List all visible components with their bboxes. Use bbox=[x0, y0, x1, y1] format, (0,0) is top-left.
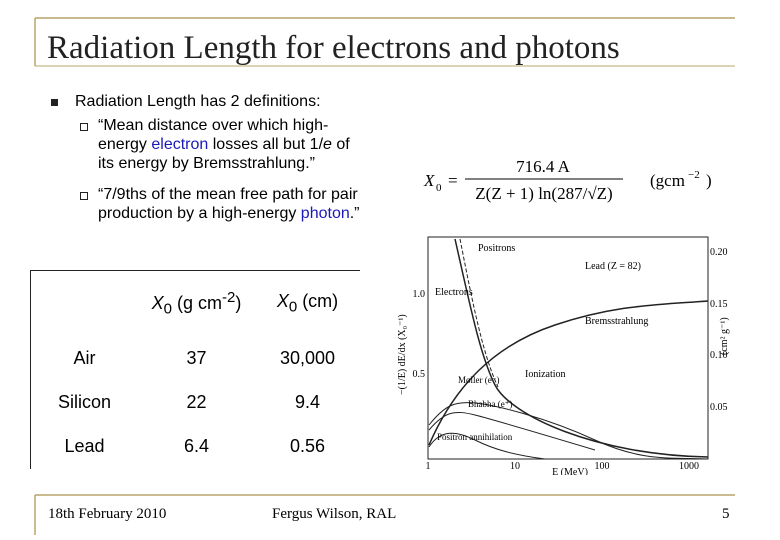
text: 0 bbox=[288, 298, 298, 316]
cell: 22 bbox=[186, 392, 207, 412]
figure-label: Bhabha (e⁺) bbox=[468, 399, 512, 409]
figure-label: Electrons bbox=[435, 287, 473, 298]
figure-label: 0.5 bbox=[413, 369, 426, 380]
curve bbox=[428, 300, 709, 446]
cell: 9.4 bbox=[294, 392, 321, 412]
curve bbox=[428, 412, 596, 451]
text: “Mean distance over which high-energy bbox=[98, 117, 329, 153]
text: -2 bbox=[222, 288, 236, 306]
curve bbox=[454, 238, 709, 458]
figure-label: E (MeV) bbox=[552, 467, 588, 475]
curve bbox=[428, 402, 709, 460]
figure-label: (cm² g⁻¹) bbox=[719, 317, 730, 355]
figure-label: Møller (e⁻) bbox=[458, 375, 499, 385]
figure-label: 1000 bbox=[679, 461, 699, 472]
curve bbox=[428, 432, 546, 460]
sub-bullet bbox=[80, 123, 88, 131]
figure-label: Positrons bbox=[478, 243, 515, 254]
figure-label: 0.20 bbox=[710, 247, 728, 258]
footer-author: Fergus Wilson, RAL bbox=[272, 506, 397, 522]
cell: 37 bbox=[186, 347, 207, 368]
text: .” bbox=[349, 205, 360, 222]
cell: Air bbox=[30, 335, 138, 381]
text: (gcm bbox=[650, 171, 685, 190]
plot-frame bbox=[427, 236, 709, 460]
text: −2 bbox=[688, 169, 700, 181]
figure-label: Ionization bbox=[525, 369, 566, 380]
text: photon bbox=[300, 205, 350, 222]
text: Z(Z + 1) ln(287/√Z) bbox=[475, 184, 612, 203]
text: e bbox=[323, 136, 332, 153]
figure-label: 100 bbox=[595, 461, 610, 472]
text: electron bbox=[151, 136, 209, 153]
cell: 30,000 bbox=[279, 347, 336, 368]
text: (g cm bbox=[172, 292, 223, 313]
cell: Lead bbox=[30, 424, 138, 469]
table: X0 (g cm-2) X0 (cm) Air 37 30,000 Silicon 22… bbox=[30, 270, 360, 469]
figure-label: −(1/E) dE/dx (X₀⁻¹) bbox=[397, 314, 408, 395]
figure-label: Bremsstrahlung bbox=[585, 316, 648, 327]
text: of its energy by Bremsstrahlung.” bbox=[98, 136, 350, 172]
text: X bbox=[276, 290, 289, 311]
cell: Silicon bbox=[30, 380, 138, 425]
header-cell: X0 (g cm-2) bbox=[138, 271, 255, 336]
figure-label: Positron annihilation bbox=[437, 432, 513, 442]
text: 0 bbox=[436, 182, 442, 194]
sub-bullet bbox=[80, 192, 88, 200]
bullet bbox=[51, 99, 58, 106]
text: 716.4 A bbox=[516, 157, 571, 176]
text: ) bbox=[706, 171, 712, 190]
cell: 0.56 bbox=[289, 436, 326, 456]
text: 0 bbox=[163, 300, 172, 318]
figure-label: 1.0 bbox=[413, 289, 426, 300]
text: X bbox=[151, 292, 164, 313]
table-row: Silicon 22 9.4 bbox=[30, 380, 361, 425]
text: X bbox=[423, 171, 435, 190]
sub-bullet-text: “Mean distance over which high-energy el… bbox=[98, 116, 366, 173]
figure-label: 10 bbox=[510, 461, 520, 472]
text: (cm) bbox=[297, 290, 339, 311]
text: losses all but 1/ bbox=[208, 136, 324, 153]
bullet-text: Radiation Length has 2 definitions: bbox=[75, 93, 321, 110]
table-row: Lead 6.4 0.56 bbox=[30, 424, 361, 469]
curve bbox=[459, 238, 499, 388]
text: = bbox=[448, 171, 458, 190]
figure-label: 0.15 bbox=[710, 299, 728, 310]
cell bbox=[30, 270, 138, 336]
figure-label: Lead (Z = 82) bbox=[585, 261, 641, 272]
page-number: 5 bbox=[722, 506, 730, 522]
title: Radiation Length for electrons and photo… bbox=[47, 30, 620, 66]
text: ) bbox=[235, 292, 242, 313]
header-cell: X0 (cm) bbox=[255, 271, 360, 336]
figure-label: 0.05 bbox=[710, 402, 728, 413]
figure-label: 1 bbox=[426, 461, 431, 472]
footer-date: 18th February 2010 bbox=[48, 506, 167, 522]
formula: X 0 = 716.4 A Z(Z + 1) ln(287/√Z) (gcm −… bbox=[423, 157, 712, 203]
text: “7/9ths of the mean free path for pair p… bbox=[98, 186, 358, 222]
cell: 6.4 bbox=[183, 436, 210, 456]
energy-loss-figure: Positrons Lead (Z = 82) Electrons Bremsstra… bbox=[397, 236, 730, 475]
figure-label: 0.10 bbox=[710, 350, 728, 361]
sub-bullet-text: “7/9ths of the mean free path for pair p… bbox=[98, 185, 366, 223]
table-row: Air 37 30,000 bbox=[30, 335, 361, 381]
